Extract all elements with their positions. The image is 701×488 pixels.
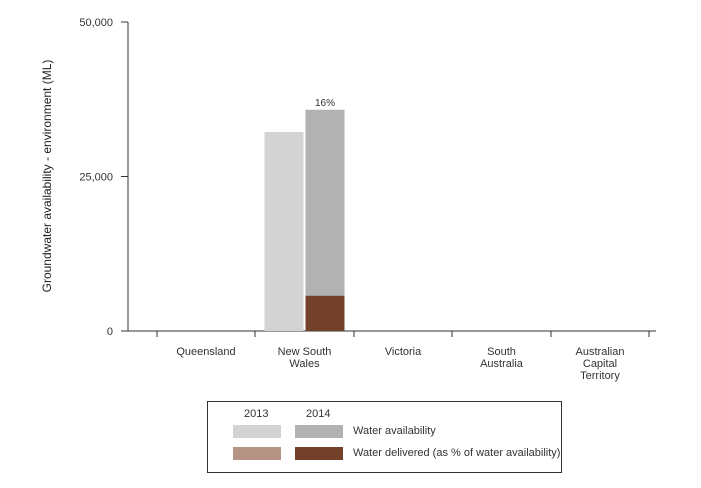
axes <box>121 21 656 337</box>
bar-chart: Groundwater availability - environment (… <box>40 17 656 382</box>
y-axis-title: Groundwater availability - environment (… <box>40 60 54 293</box>
x-tick-label: New South <box>278 346 332 358</box>
x-tick-label: South <box>487 346 516 358</box>
legend-year-2014: 2014 <box>306 408 331 420</box>
legend-swatch-availability-2014 <box>295 425 343 438</box>
x-tick-label: Australia <box>480 358 524 370</box>
y-tick-label: 25,000 <box>79 172 113 184</box>
x-tick-label: Wales <box>289 358 320 370</box>
legend-label-availability: Water availability <box>353 425 436 437</box>
bar-availability-2014 <box>305 109 345 331</box>
legend-label-delivered: Water delivered (as % of water availabil… <box>353 447 561 459</box>
bars <box>264 109 345 331</box>
bar-delivered-2014 <box>305 295 345 331</box>
legend: 2013 2014 Water availability Water deliv… <box>207 401 562 473</box>
x-tick-label: Victoria <box>385 346 422 358</box>
x-tick-label: Australian <box>576 346 625 358</box>
legend-year-2013: 2013 <box>244 408 269 420</box>
y-tick-label: 0 <box>107 326 113 338</box>
legend-swatch-delivered-2013 <box>233 447 281 460</box>
legend-swatch-availability-2013 <box>233 425 281 438</box>
x-tick-label: Territory <box>580 370 620 382</box>
x-tick-label: Capital <box>583 358 617 370</box>
x-tick-label: Queensland <box>176 346 235 358</box>
y-tick-label: 50,000 <box>79 17 113 29</box>
data-label: 16% <box>315 98 335 109</box>
bar-availability-2013 <box>264 132 304 331</box>
legend-swatch-delivered-2014 <box>295 447 343 460</box>
